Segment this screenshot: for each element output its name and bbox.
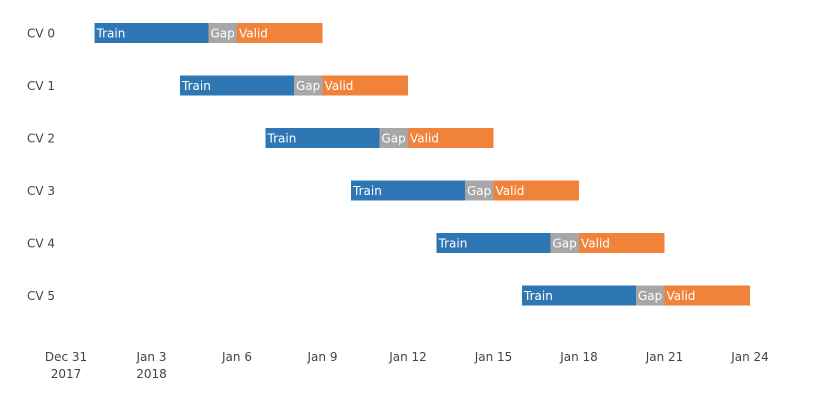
train-bar-cv5 (522, 285, 636, 306)
train-bar-cv4 (436, 233, 551, 253)
train-bar-cv0 (94, 23, 209, 43)
gap-label-cv4: Gap (553, 237, 577, 251)
x-tick-year-jan-3: 2018 (136, 367, 167, 381)
train-label-cv1: Train (181, 79, 211, 93)
train-label-cv2: Train (267, 132, 297, 146)
x-tick-jan-15: Jan 15 (474, 350, 513, 364)
gap-label-cv3: Gap (467, 184, 491, 198)
row-cv1: Train Gap Valid (180, 75, 408, 96)
valid-label-cv0: Valid (239, 27, 268, 41)
valid-label-cv3: Valid (496, 184, 525, 198)
x-tick-jan-3: Jan 3 (136, 350, 167, 364)
x-tick-jan-6: Jan 6 (221, 350, 252, 364)
gap-bar-cv0 (208, 23, 237, 43)
train-label-cv3: Train (352, 184, 382, 198)
row-cv0: Train Gap Valid (94, 23, 323, 43)
gap-label-cv2: Gap (382, 132, 406, 146)
gap-bar-cv2 (379, 128, 408, 148)
x-tick-jan-21: Jan 21 (645, 350, 684, 364)
valid-bar-cv1 (322, 75, 408, 96)
y-axis-labels: CV 0 CV 1 CV 2 CV 3 CV 4 CV 5 (27, 27, 55, 304)
train-label-cv4: Train (438, 237, 468, 251)
x-tick-jan-18: Jan 18 (559, 350, 598, 364)
train-label-cv0: Train (96, 27, 126, 41)
x-tick-jan-9: Jan 9 (307, 350, 338, 364)
valid-bar-cv3 (493, 180, 579, 201)
row-cv5: Train Gap Valid (522, 285, 750, 306)
gap-bar-cv5 (636, 285, 665, 306)
gap-bar-cv3 (465, 180, 494, 201)
y-label-cv3: CV 3 (27, 184, 55, 198)
valid-bar-cv2 (408, 128, 494, 148)
x-tick-jan-24: Jan 24 (730, 350, 769, 364)
y-label-cv0: CV 0 (27, 27, 55, 41)
y-label-cv4: CV 4 (27, 237, 55, 251)
y-label-cv1: CV 1 (27, 79, 55, 93)
x-axis-tick-labels: Dec 31 2017 Jan 3 2018 Jan 6 Jan 9 Jan 12 Jan 1… (45, 350, 769, 381)
gap-label-cv0: Gap (211, 27, 235, 41)
x-tick-year-dec-31: 2017 (51, 367, 82, 381)
gap-label-cv5: Gap (638, 289, 662, 303)
row-cv3: Train Gap Valid (351, 180, 579, 201)
valid-label-cv4: Valid (581, 237, 610, 251)
valid-bar-cv5 (664, 285, 750, 306)
gap-label-cv1: Gap (296, 79, 320, 93)
valid-label-cv2: Valid (410, 132, 439, 146)
y-label-cv2: CV 2 (27, 132, 55, 146)
train-label-cv5: Train (523, 289, 553, 303)
y-label-cv5: CV 5 (27, 289, 55, 303)
valid-bar-cv0 (237, 23, 323, 43)
row-cv4: Train Gap Valid (436, 233, 665, 253)
train-bar-cv3 (351, 180, 465, 201)
valid-bar-cv4 (579, 233, 665, 253)
gap-bar-cv1 (294, 75, 323, 96)
row-cv2: Train Gap Valid (265, 128, 494, 148)
train-bar-cv2 (265, 128, 380, 148)
x-tick-dec-31: Dec 31 (45, 350, 87, 364)
valid-label-cv5: Valid (667, 289, 696, 303)
x-tick-jan-12: Jan 12 (388, 350, 427, 364)
valid-label-cv1: Valid (325, 79, 354, 93)
train-bar-cv1 (180, 75, 294, 96)
gap-bar-cv4 (550, 233, 579, 253)
